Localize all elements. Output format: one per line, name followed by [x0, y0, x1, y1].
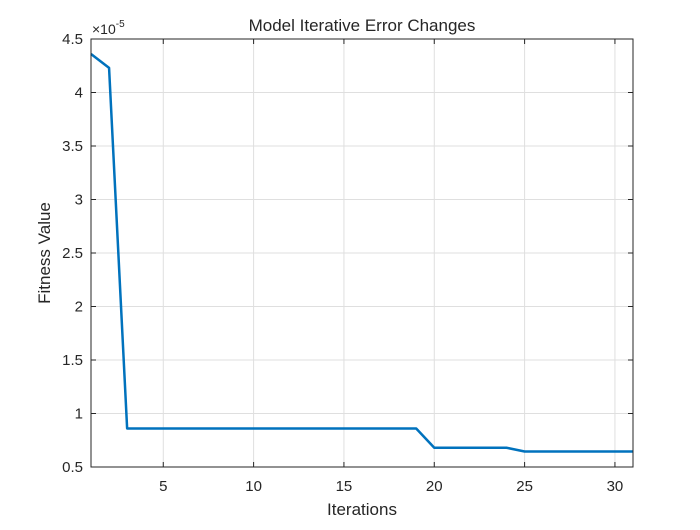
y-tick-label: 4 [75, 85, 83, 102]
y-tick-label: 2.5 [62, 245, 83, 262]
y-tick-label: 3.5 [62, 138, 83, 155]
y-tick-label: 1.5 [62, 352, 83, 369]
y-tick-label: 1 [75, 406, 83, 423]
y-axis-exponent: ×10-5 [92, 19, 125, 37]
y-tick-label: 2 [75, 299, 83, 316]
series-layer [90, 52, 633, 453]
x-tick-label: 15 [336, 478, 353, 495]
y-tick-label: 3 [75, 192, 83, 209]
ticks: 5 10 15 20 25 30 0.5 1 1.5 2 2.5 3 3.5 4 4.5 [62, 31, 633, 495]
x-tick-label: 20 [426, 478, 443, 495]
x-tick-label: 30 [607, 478, 624, 495]
x-tick-label: 10 [245, 478, 262, 495]
series-line [90, 52, 633, 453]
y-tick-label: 0.5 [62, 459, 83, 476]
x-tick-label: 25 [516, 478, 533, 495]
chart-title: Model Iterative Error Changes [249, 16, 476, 35]
x-axis-label: Iterations [327, 500, 397, 519]
x-tick-label: 5 [159, 478, 167, 495]
y-tick-label: 4.5 [62, 31, 83, 48]
y-axis-exponent-power: -5 [116, 19, 125, 30]
y-axis-exponent-base: ×10 [92, 21, 116, 37]
y-axis-label: Fitness Value [35, 202, 54, 304]
